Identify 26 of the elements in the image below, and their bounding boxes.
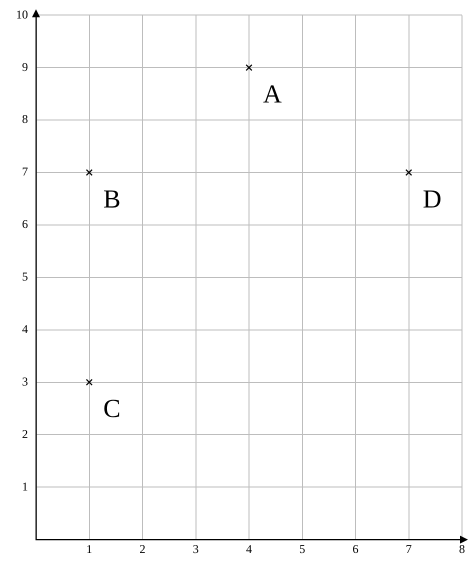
x-tick-label: 8	[459, 542, 465, 556]
y-tick-label: 4	[22, 322, 28, 336]
x-tick-label: 5	[299, 542, 306, 556]
x-tick-label: 3	[192, 542, 199, 556]
annotation: B	[103, 184, 121, 214]
y-tick-label: 8	[22, 112, 28, 126]
x-tick-label: 6	[352, 542, 358, 556]
x-tick-label: 2	[140, 542, 146, 556]
x-tick-label: 7	[406, 542, 412, 556]
annotation: C	[103, 394, 121, 424]
point	[86, 378, 93, 386]
y-tick-label: 3	[22, 374, 28, 388]
y-tick-label: 1	[22, 479, 28, 494]
annotation: A	[263, 79, 282, 108]
point	[86, 169, 93, 176]
annotation: D	[422, 184, 442, 214]
y-tick-label: 6	[22, 217, 28, 232]
point	[405, 169, 412, 176]
y-tick-label: 5	[22, 270, 28, 284]
y-tick-label: 10	[16, 7, 28, 22]
x-tick-label: 1	[86, 542, 92, 556]
y-tick-label: 2	[22, 426, 28, 441]
point	[246, 64, 252, 72]
y-tick-label: 9	[22, 60, 28, 74]
y-tick-label: 7	[22, 164, 28, 179]
x-tick-label: 4	[246, 542, 252, 556]
